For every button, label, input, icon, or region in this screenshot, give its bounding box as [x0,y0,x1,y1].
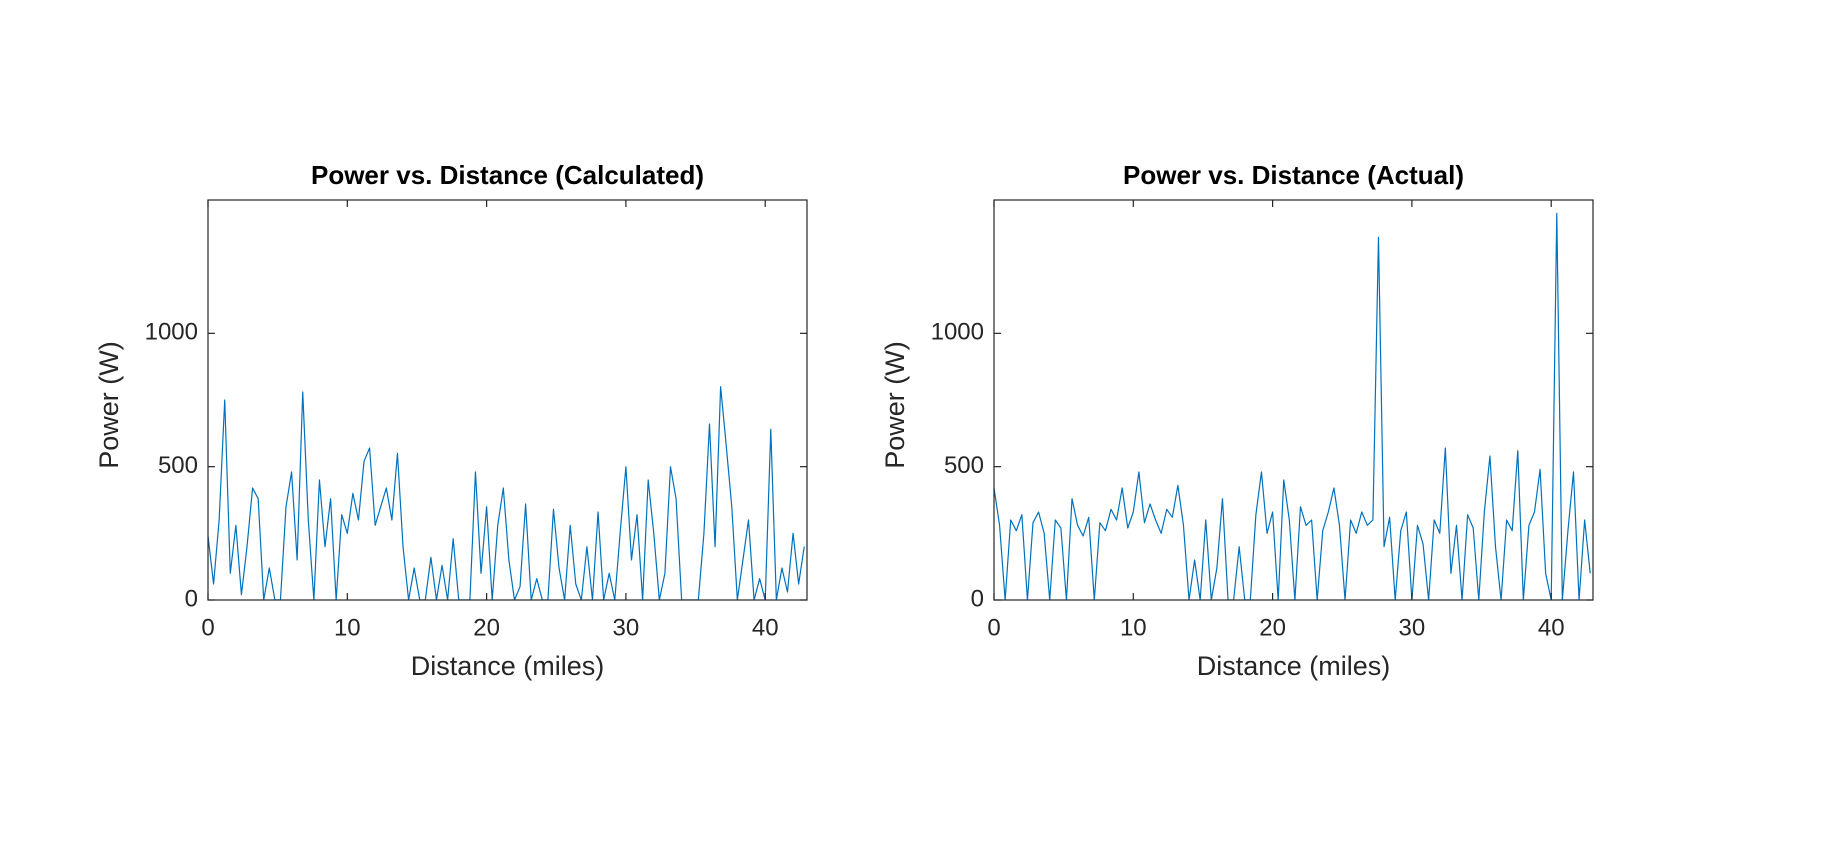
y-tick-label: 500 [944,452,984,479]
x-tick-label: 10 [1120,614,1147,641]
power-line [208,386,805,600]
y-tick-label: 0 [971,585,984,612]
chart-title: Power vs. Distance (Calculated) [311,160,704,190]
y-tick-label: 0 [185,585,198,612]
x-tick-label: 0 [987,614,1000,641]
axes-box [207,199,808,601]
x-tick-label: 20 [1259,614,1286,641]
y-axis-label: Power (W) [880,341,910,469]
power-line [994,212,1591,600]
x-tick-label: 40 [752,614,779,641]
x-tick-label: 40 [1538,614,1565,641]
y-tick-label: 1000 [145,319,198,346]
x-tick-label: 30 [1399,614,1426,641]
chart-title: Power vs. Distance (Actual) [1123,160,1464,190]
axes-box [993,199,1594,601]
y-tick-label: 500 [158,452,198,479]
x-tick-label: 0 [201,614,214,641]
x-tick-label: 30 [613,614,640,641]
x-axis-label: Distance (miles) [411,651,605,681]
x-tick-label: 20 [473,614,500,641]
y-axis-label: Power (W) [94,341,124,469]
x-axis-label: Distance (miles) [1197,651,1391,681]
x-tick-label: 10 [334,614,361,641]
y-tick-label: 1000 [931,319,984,346]
